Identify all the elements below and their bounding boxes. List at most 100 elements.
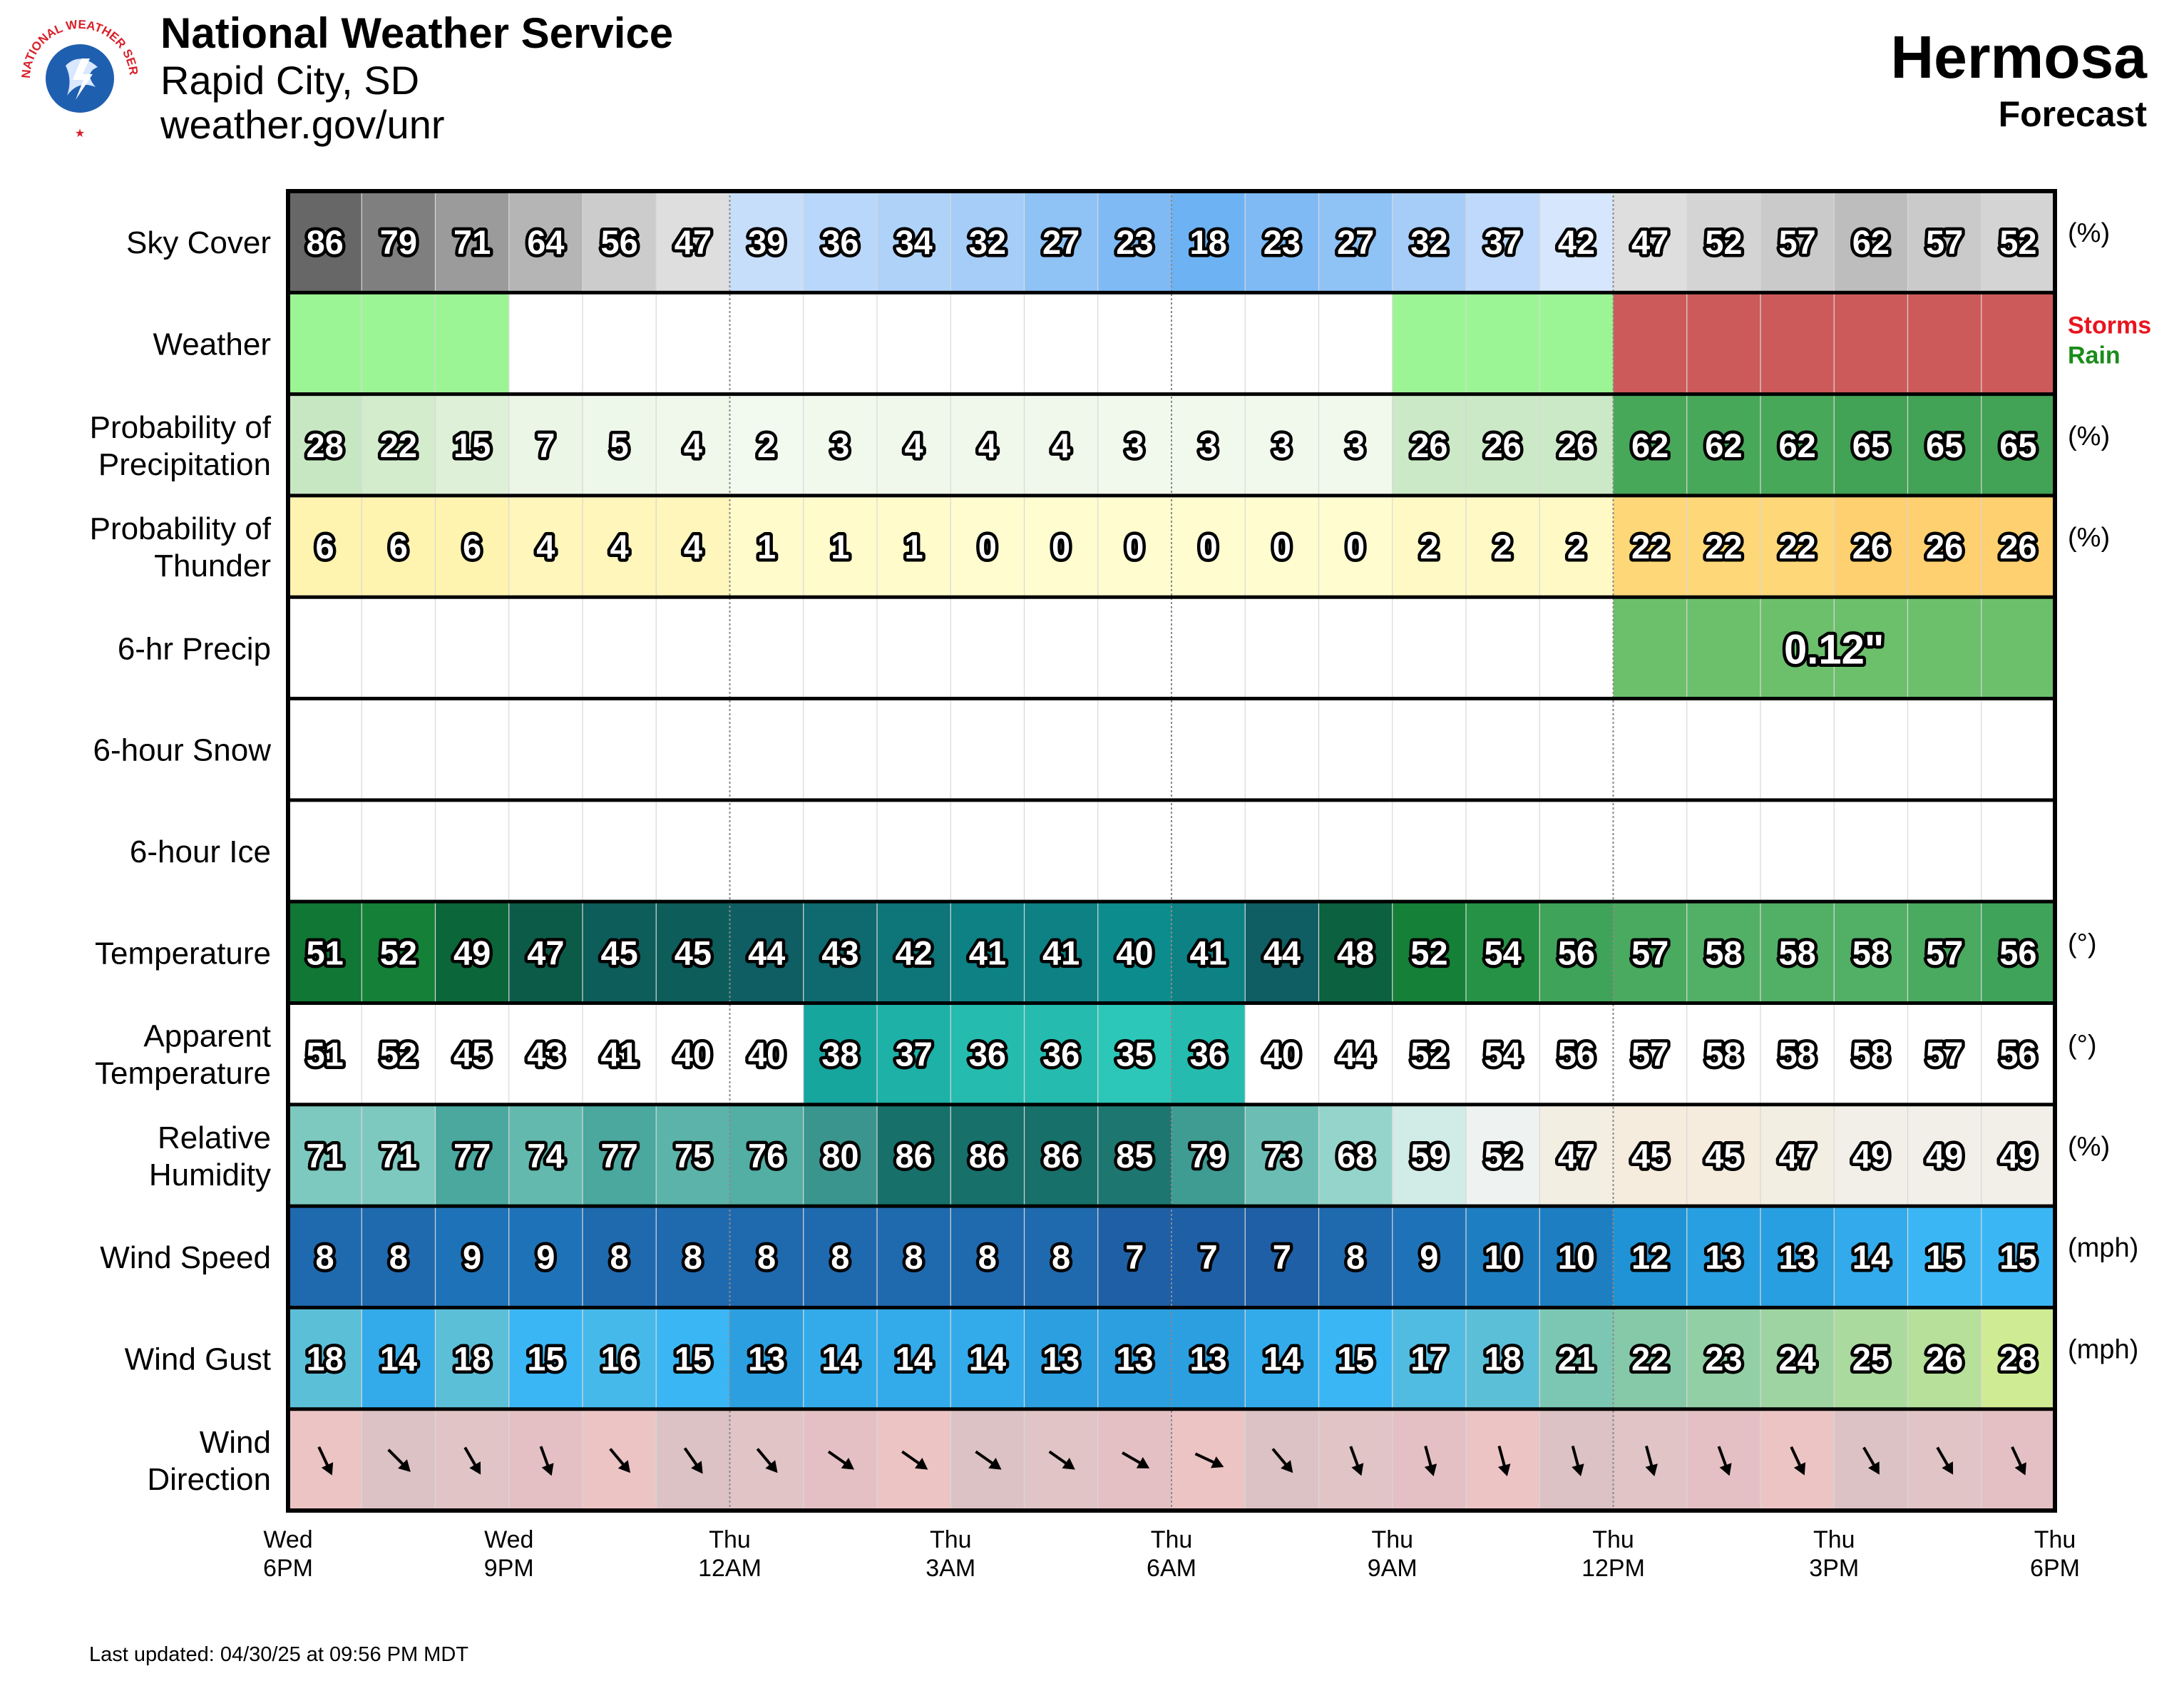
temp-value: 54 bbox=[1484, 934, 1521, 971]
unit-label: (°) bbox=[2068, 929, 2097, 959]
apparent-value: 40 bbox=[1263, 1036, 1301, 1073]
rh-cell bbox=[1318, 1104, 1393, 1207]
weather-cell bbox=[877, 292, 951, 394]
sky-cell bbox=[803, 191, 878, 293]
thunder-cell bbox=[288, 495, 362, 598]
apparent-cell bbox=[362, 1003, 436, 1105]
apparent-value: 52 bbox=[1410, 1036, 1447, 1073]
wind-value: 9 bbox=[1420, 1238, 1438, 1276]
row-label: Precipitation bbox=[98, 447, 271, 482]
apparent-cell bbox=[435, 1003, 510, 1105]
thunder-value: 1 bbox=[831, 528, 849, 566]
time-label-day: Wed bbox=[263, 1526, 312, 1553]
unit-label: (%) bbox=[2068, 421, 2110, 451]
weather-cell bbox=[1539, 292, 1614, 394]
sky-value: 32 bbox=[1410, 223, 1447, 261]
wind-direction-arrow bbox=[2011, 1446, 2026, 1476]
row-label: Direction bbox=[147, 1462, 271, 1497]
gust-cell bbox=[1539, 1307, 1614, 1409]
wind-cell bbox=[583, 1206, 657, 1308]
thunder-cell bbox=[1097, 495, 1172, 598]
temp-cell bbox=[583, 901, 657, 1003]
gust-cell bbox=[1907, 1307, 1982, 1409]
weather-cell bbox=[1097, 292, 1172, 394]
pop-value: 3 bbox=[1199, 426, 1218, 464]
sky-value: 36 bbox=[821, 223, 858, 261]
thunder-value: 0 bbox=[1273, 528, 1291, 566]
pop-cell bbox=[729, 394, 804, 496]
sky-cell bbox=[1097, 191, 1172, 293]
wind-value: 8 bbox=[684, 1238, 702, 1276]
wind-direction-arrow bbox=[975, 1450, 1002, 1470]
pop-cell bbox=[1172, 394, 1246, 496]
rh-value: 45 bbox=[1705, 1137, 1742, 1175]
time-label-hour: 3PM bbox=[1809, 1555, 1859, 1582]
wind-direction-arrow bbox=[1048, 1450, 1075, 1470]
gust-value: 15 bbox=[527, 1340, 564, 1378]
wind-direction-arrow bbox=[827, 1450, 855, 1470]
wind-direction-arrow bbox=[1271, 1448, 1293, 1473]
office-url[interactable]: weather.gov/unr bbox=[160, 102, 445, 147]
pop-value: 28 bbox=[306, 426, 343, 464]
temp-cell bbox=[803, 901, 878, 1003]
wind-value: 8 bbox=[389, 1238, 408, 1276]
temp-cell bbox=[288, 901, 362, 1003]
sky-value: 42 bbox=[1558, 223, 1595, 261]
gust-cell bbox=[288, 1307, 362, 1409]
gust-value: 14 bbox=[821, 1340, 858, 1378]
thunder-value: 0 bbox=[1052, 528, 1070, 566]
row-label: Temperature bbox=[95, 1056, 271, 1091]
temp-value: 41 bbox=[1189, 934, 1226, 971]
temp-value: 44 bbox=[748, 934, 785, 971]
row-label: Probability of bbox=[90, 511, 272, 546]
sky-cell bbox=[1172, 191, 1246, 293]
thunder-cell bbox=[1907, 495, 1982, 598]
time-label-day: Thu bbox=[930, 1526, 972, 1553]
sky-value: 37 bbox=[1484, 223, 1521, 261]
gust-value: 18 bbox=[453, 1340, 491, 1378]
pop-cell bbox=[1466, 394, 1540, 496]
thunder-value: 4 bbox=[684, 528, 702, 566]
rh-value: 47 bbox=[1778, 1137, 1815, 1175]
sky-value: 18 bbox=[1189, 223, 1226, 261]
thunder-value: 0 bbox=[1199, 528, 1218, 566]
rh-cell bbox=[1907, 1104, 1982, 1207]
apparent-value: 40 bbox=[748, 1036, 785, 1073]
gust-value: 14 bbox=[380, 1340, 417, 1378]
wind-value: 7 bbox=[1273, 1238, 1291, 1276]
gust-cell bbox=[1760, 1307, 1835, 1409]
temp-cell bbox=[1172, 901, 1246, 1003]
thunder-cell bbox=[1760, 495, 1835, 598]
wind-direction-arrow bbox=[1194, 1452, 1224, 1468]
rh-cell bbox=[803, 1104, 878, 1207]
gust-cell bbox=[1686, 1307, 1761, 1409]
wind-direction-arrow bbox=[539, 1446, 554, 1476]
wind-cell bbox=[1245, 1206, 1320, 1308]
rh-value: 77 bbox=[600, 1137, 637, 1175]
sky-value: 27 bbox=[1042, 223, 1080, 261]
apparent-value: 36 bbox=[1042, 1036, 1080, 1073]
pop-value: 7 bbox=[536, 426, 555, 464]
temp-cell bbox=[1834, 901, 1909, 1003]
temp-cell bbox=[1981, 901, 2056, 1003]
thunder-cell bbox=[1539, 495, 1614, 598]
thunder-value: 6 bbox=[389, 528, 408, 566]
time-label-hour: 9PM bbox=[484, 1555, 534, 1582]
pop-value: 3 bbox=[1346, 426, 1365, 464]
pop-value: 26 bbox=[1558, 426, 1595, 464]
temp-value: 58 bbox=[1852, 934, 1890, 971]
rh-cell bbox=[1760, 1104, 1835, 1207]
temp-cell bbox=[729, 901, 804, 1003]
apparent-value: 43 bbox=[527, 1036, 564, 1073]
apparent-value: 45 bbox=[453, 1036, 491, 1073]
pop-cell bbox=[1245, 394, 1320, 496]
thunder-cell bbox=[1834, 495, 1909, 598]
wind-cell bbox=[288, 1206, 362, 1308]
temp-value: 56 bbox=[1999, 934, 2036, 971]
thunder-cell bbox=[508, 495, 583, 598]
rh-value: 86 bbox=[969, 1137, 1006, 1175]
weather-cell bbox=[1318, 292, 1393, 394]
temp-cell bbox=[435, 901, 510, 1003]
thunder-cell bbox=[1172, 495, 1246, 598]
wind-cell bbox=[1907, 1206, 1982, 1308]
